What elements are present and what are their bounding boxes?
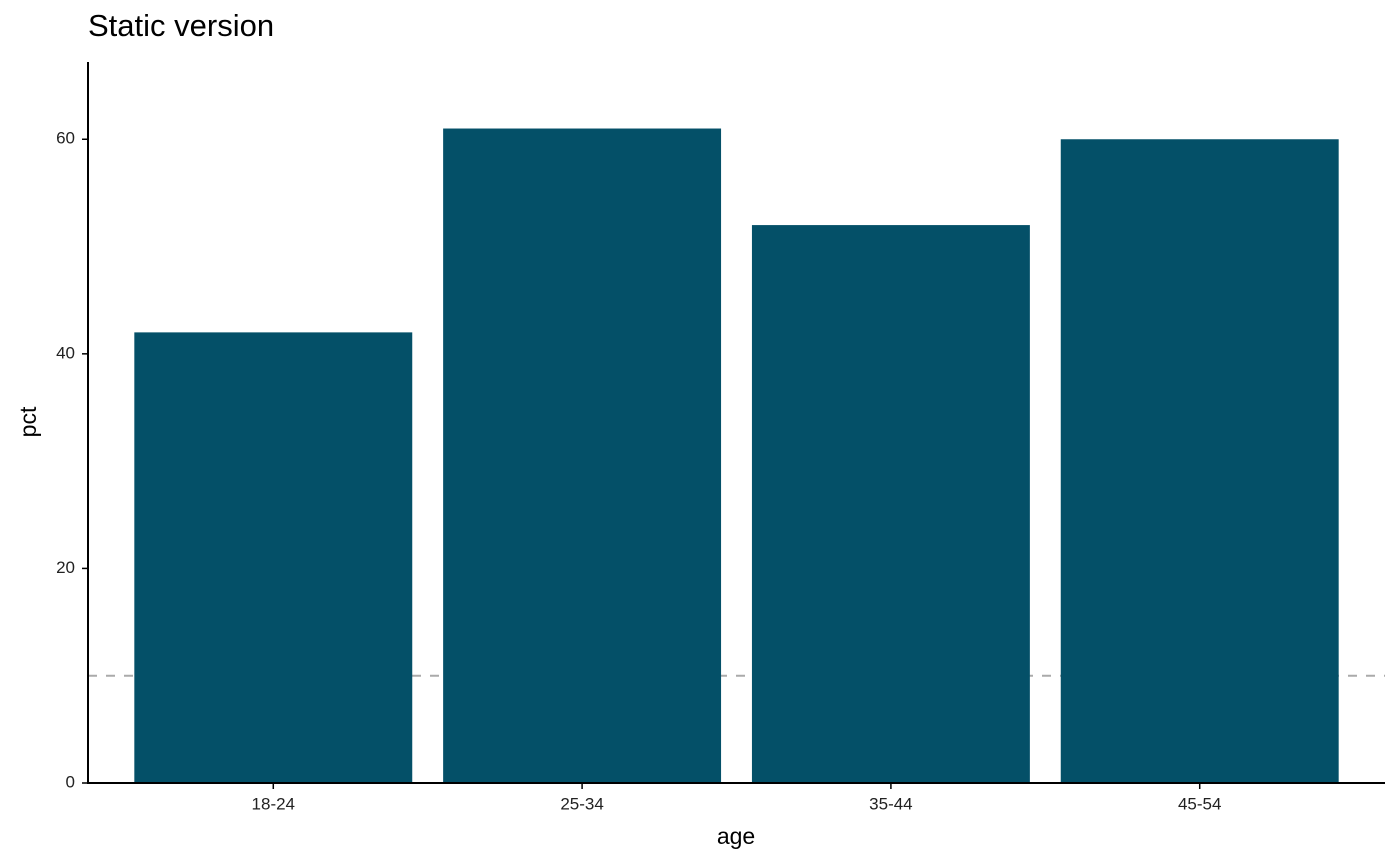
bar [134, 332, 413, 783]
y-tick-label: 60 [56, 129, 75, 148]
bar [751, 225, 1030, 784]
x-axis-label: age [717, 823, 755, 849]
x-tick-label: 25-34 [560, 794, 603, 813]
y-axis-label: pct [15, 406, 41, 437]
x-tick-label: 18-24 [252, 794, 295, 813]
chart-title: Static version [88, 8, 274, 43]
y-tick-label: 0 [66, 772, 75, 791]
x-tick-label: 45-54 [1178, 794, 1221, 813]
y-tick-label: 20 [56, 558, 75, 577]
y-tick-label: 40 [56, 343, 75, 362]
bar [443, 128, 722, 784]
bar [1060, 139, 1339, 783]
x-tick-label: 35-44 [869, 794, 912, 813]
